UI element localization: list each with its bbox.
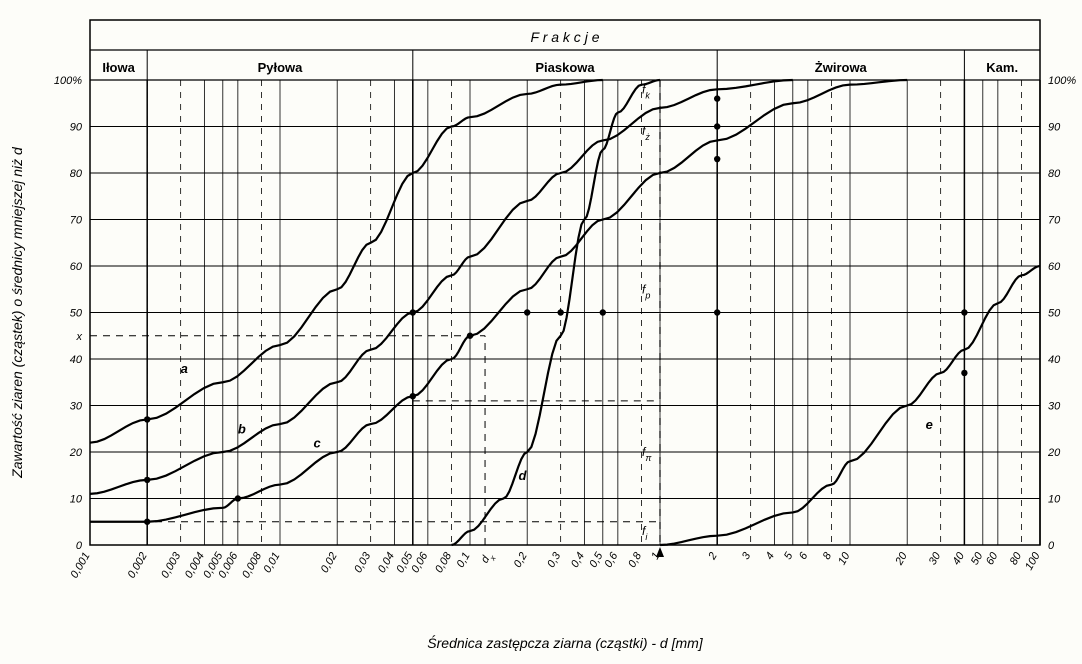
y-axis-label: Zawartość ziaren (cząstek) o średnicy mn… [9, 146, 25, 479]
x-tick-label: 0,2 [512, 551, 530, 570]
x-tick-label: 10 [836, 550, 853, 567]
y-tick-right: 60 [1048, 261, 1061, 273]
y-tick-right: 90 [1048, 122, 1061, 134]
x-tick-label: 0,5 [587, 550, 605, 570]
data-dot [714, 95, 720, 101]
x-tick-label: 4 [764, 551, 777, 562]
fraction-label: Żwirowa [815, 60, 868, 75]
x-tick-label: 0,002 [126, 551, 150, 581]
x-tick-label: 0,6 [602, 550, 620, 570]
y-tick-right: 30 [1048, 401, 1061, 413]
y-tick-right: 0 [1048, 540, 1055, 552]
y-tick-left: 70 [70, 215, 83, 227]
fraction-label: Piaskowa [535, 60, 595, 75]
data-dot [961, 370, 967, 376]
y-tick-right: 20 [1047, 447, 1061, 459]
x-tick-label: 30 [927, 550, 944, 567]
plot-frame [90, 20, 1040, 545]
y-tick-left: 0 [76, 540, 83, 552]
data-dot [410, 393, 416, 399]
y-tick-left: 40 [70, 354, 83, 366]
data-dot [714, 309, 720, 315]
y-tick-right: 70 [1048, 215, 1061, 227]
arrow-up-icon [656, 547, 664, 557]
data-dot [235, 495, 241, 501]
x-tick-label: 0,008 [240, 550, 265, 581]
curve-a [90, 80, 603, 443]
x-marker: x [76, 331, 83, 343]
data-dot [467, 333, 473, 339]
x-tick-label: 0,02 [319, 551, 340, 576]
curve-label-c: c [313, 435, 321, 450]
x-tick-label: 50 [969, 550, 986, 567]
data-dot [410, 309, 416, 315]
curve-label-b: b [238, 421, 246, 436]
y-tick-left: 60 [70, 261, 83, 273]
x-tick-label: 0,04 [376, 551, 397, 576]
fraction-label: Kam. [986, 60, 1018, 75]
fraction-label: Iłowa [102, 60, 135, 75]
data-dot [600, 309, 606, 315]
x-tick-label: 0,06 [409, 550, 431, 575]
y-tick-left: 100% [54, 75, 82, 87]
data-dot [714, 156, 720, 162]
header-title: F r a k c j e [531, 29, 600, 45]
x-tick-label: 0,4 [569, 551, 587, 570]
fraction-label: Pyłowa [258, 60, 304, 75]
bracket-label: fπ [642, 445, 652, 463]
data-dot [714, 123, 720, 129]
x-tick-label: 0,003 [159, 550, 184, 581]
data-dot [144, 477, 150, 483]
data-dot [557, 309, 563, 315]
y-tick-left: 30 [70, 401, 83, 413]
x-tick-label: 0,08 [433, 550, 455, 575]
x-axis-label: Średnica zastępcza ziarna (cząstki) - d … [427, 634, 704, 651]
data-dot [961, 309, 967, 315]
x-tick-label: 5 [782, 550, 796, 562]
x-tick-label: 40 [950, 550, 967, 567]
x-tick-label: 3 [740, 550, 754, 562]
grain-size-distribution-chart: F r a k c j e Iłowa Pyłowa Piaskowa Żwirowa K… [0, 0, 1082, 664]
x-tick-label: 0,8 [626, 550, 644, 570]
y-tick-right: 40 [1048, 354, 1061, 366]
curve-b [90, 80, 793, 494]
x-tick-label: 100 [1023, 550, 1043, 573]
x-tick-label: 20 [893, 550, 910, 568]
curve-label-d: d [519, 468, 528, 483]
data-dot [524, 309, 530, 315]
dx-label: dx [479, 550, 498, 567]
curve-label-e: e [926, 417, 933, 432]
x-tick-label: 0,03 [352, 550, 374, 575]
x-tick-label: 0,1 [455, 551, 473, 570]
x-tick-label: 0,001 [68, 551, 92, 581]
y-tick-left: 50 [70, 308, 83, 320]
y-tick-right: 10 [1048, 494, 1061, 506]
y-tick-left: 10 [70, 494, 83, 506]
data-dot [144, 416, 150, 422]
curve-label-a: a [181, 361, 188, 376]
y-tick-right: 50 [1048, 308, 1061, 320]
x-tick-label: 80 [1008, 550, 1025, 567]
y-tick-left: 80 [70, 168, 83, 180]
y-tick-left: 20 [69, 447, 83, 459]
x-tick-label: 0,01 [261, 551, 282, 576]
y-tick-right: 100% [1048, 75, 1076, 87]
bracket-label: fi [642, 524, 648, 542]
x-tick-label: 2 [706, 551, 720, 563]
y-tick-right: 80 [1048, 168, 1061, 180]
x-tick-label: 0,3 [545, 550, 563, 570]
x-tick-label: 60 [984, 550, 1001, 567]
x-tick-label: 8 [821, 550, 835, 562]
curve-c [90, 80, 907, 522]
data-dot [144, 519, 150, 525]
y-tick-left: 90 [70, 122, 83, 134]
bracket-label: fp [642, 282, 650, 300]
x-tick-label: 6 [797, 550, 811, 562]
